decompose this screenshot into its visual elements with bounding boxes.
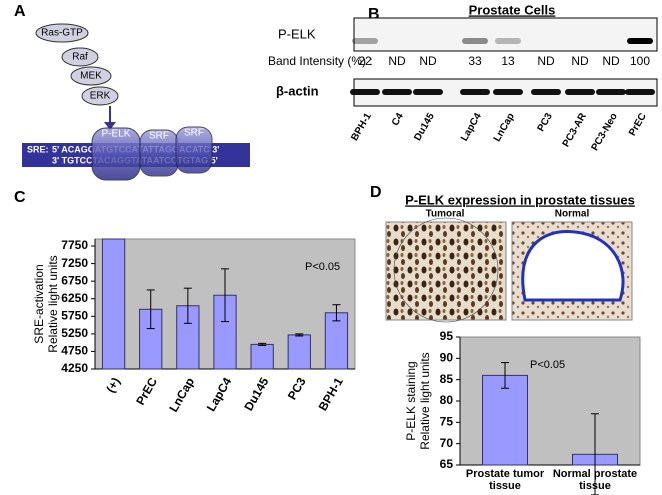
node-shape [70, 66, 112, 86]
intensity-value: 100 [630, 54, 650, 68]
lane-label: Du145 [412, 111, 437, 143]
x-tick-label: Prostate tumor tissue [465, 468, 545, 492]
intensity-value: 22 [358, 54, 372, 68]
factor-label: SRF [184, 128, 204, 139]
y-axis-label: SRE-activation [32, 264, 46, 343]
lane-label: PC3-Neo [590, 111, 620, 153]
y-tick-label: 4750 [61, 344, 88, 358]
x-tick-label: PrEC [133, 375, 160, 408]
band [495, 38, 521, 44]
actin-band [382, 89, 412, 95]
image-label: Tumoral [426, 209, 465, 220]
y-tick-label: 6750 [61, 273, 88, 287]
x-tick-label: BPH-1 [316, 375, 346, 413]
y-tick-label: 7250 [61, 256, 88, 270]
gland-lumen [521, 230, 625, 302]
bar [482, 374, 528, 466]
lane-label: BPH-1 [349, 111, 374, 143]
panel-label: B [368, 6, 380, 23]
band [352, 38, 378, 44]
node-label: Ras-GTP [41, 28, 83, 39]
tissue-image [385, 221, 507, 321]
actin-band [350, 89, 380, 95]
lane-label: LapC4 [459, 111, 484, 143]
bar [250, 343, 274, 370]
arrow-head [104, 122, 116, 130]
intensity-value: 33 [468, 54, 482, 68]
lane-label: C4 [390, 111, 406, 128]
y-tick-label: 70 [440, 436, 454, 450]
y-tick-label: 7750 [61, 238, 88, 252]
y-tick-label: 90 [440, 351, 454, 365]
y-tick-label: 65 [440, 457, 454, 471]
node-shape [81, 86, 119, 106]
x-tick-label: PC3 [285, 375, 309, 402]
factor [175, 126, 213, 174]
annotation: P<0.05 [305, 261, 340, 273]
actin-band [565, 89, 595, 95]
y-tick-label: 75 [440, 415, 454, 429]
y-tick-label: 5750 [61, 308, 88, 322]
x-tick-label: LnCap [166, 375, 197, 414]
row-label: β-actin [276, 83, 319, 98]
panel-label: D [370, 184, 382, 201]
node-shape [61, 47, 99, 67]
band [462, 38, 488, 44]
actin-band [596, 89, 626, 95]
actin-band [413, 89, 443, 95]
x-tick-label-box: Prostate tumor tissue [465, 468, 545, 492]
factor-label: P-ELK [102, 129, 131, 140]
tissue-title: P-ELK expression in prostate tissues [405, 192, 635, 207]
y-axis-label: Relative light units [46, 255, 60, 352]
actin-band [460, 89, 490, 95]
blot-title: Prostate Cells [469, 2, 556, 17]
y-tick-label: 95 [440, 329, 454, 343]
x-tick-label: LapC4 [204, 375, 235, 414]
actin-band [625, 89, 655, 95]
x-tick-label-box: Normal prostate tissue [552, 468, 638, 492]
y-tick-label: 5250 [61, 326, 88, 340]
actin-band [493, 89, 523, 95]
band [627, 38, 653, 44]
panel-label: A [14, 3, 26, 20]
intensity-value: ND [388, 54, 406, 68]
panel-label: C [14, 189, 26, 206]
blot [353, 17, 658, 52]
lane-label: PC3 [536, 111, 555, 134]
lane-label: PrEC [627, 111, 649, 138]
factor-label: SRF [149, 131, 169, 142]
x-tick-label: Du145 [241, 375, 271, 413]
y-axis-label: P-ELK staining [404, 361, 418, 440]
y-tick-label: 85 [440, 372, 454, 386]
y-tick-label: 4250 [61, 361, 88, 375]
intensity-value: ND [571, 54, 589, 68]
row-label: P-ELK [278, 26, 316, 41]
bar [287, 334, 311, 370]
node-shape [35, 23, 89, 43]
node-label: Raf [72, 52, 88, 63]
intensity-value: 13 [501, 54, 515, 68]
annotation: P<0.05 [530, 359, 565, 371]
lane-label: LnCap [492, 111, 517, 143]
intensity-value: ND [602, 54, 620, 68]
y-tick-label: 80 [440, 393, 454, 407]
x-tick-label: (+) [103, 375, 123, 395]
sre-label: SRE: [27, 144, 49, 154]
y-tick-label: 6250 [61, 291, 88, 305]
intensity-value: ND [419, 54, 437, 68]
lane-label: PC3-AR [561, 111, 590, 149]
bar [101, 238, 126, 370]
intensity-label: Band Intensity (%) : [268, 54, 373, 68]
intensity-value: ND [537, 54, 555, 68]
image-label: Normal [555, 209, 590, 220]
tissue-outline [393, 217, 499, 323]
y-axis-label: Relative light units [418, 352, 432, 449]
actin-band [531, 89, 561, 95]
x-tick-label: Normal prostate tissue [552, 468, 638, 492]
node-label: ERK [90, 91, 111, 102]
node-label: MEK [80, 71, 102, 82]
